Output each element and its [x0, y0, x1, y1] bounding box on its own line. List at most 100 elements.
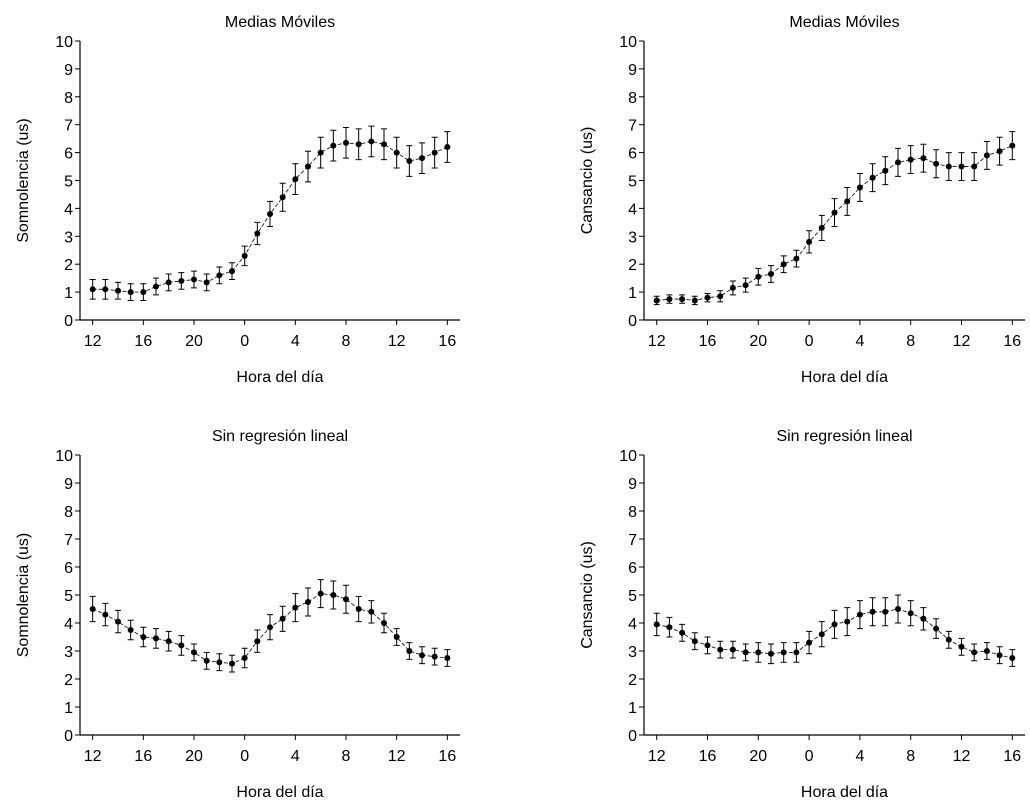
x-tick-label: 20	[749, 748, 767, 765]
y-tick-label: 10	[619, 448, 637, 465]
y-tick-label: 3	[628, 644, 637, 661]
data-point	[958, 643, 965, 650]
y-axis-label: Cansancio (us)	[579, 541, 596, 649]
data-point	[831, 209, 838, 216]
x-tick-label: 16	[1003, 333, 1021, 350]
data-point	[691, 297, 698, 304]
y-tick-label: 7	[64, 118, 73, 135]
y-tick-label: 5	[64, 588, 73, 605]
y-tick-label: 5	[628, 588, 637, 605]
x-tick-label: 20	[185, 333, 203, 350]
data-point	[806, 639, 813, 646]
x-tick-label: 12	[84, 748, 102, 765]
y-tick-label: 10	[55, 34, 73, 51]
data-point	[216, 272, 223, 279]
x-tick-label: 20	[749, 333, 767, 350]
x-tick-label: 8	[906, 748, 915, 765]
data-point	[355, 141, 362, 148]
x-tick-label: 8	[342, 748, 351, 765]
data-point	[89, 286, 96, 293]
data-point	[717, 646, 724, 653]
data-point	[140, 634, 147, 640]
data-point	[856, 184, 863, 191]
data-point	[165, 638, 172, 645]
data-point	[317, 590, 324, 597]
x-tick-label: 16	[438, 333, 456, 350]
x-tick-label: 16	[134, 748, 152, 765]
data-point	[317, 149, 324, 156]
data-point	[381, 620, 387, 626]
data-point	[254, 230, 261, 237]
data-point	[945, 163, 952, 170]
y-tick-label: 1	[628, 285, 637, 302]
data-point	[742, 649, 749, 656]
y-tick-label: 1	[64, 285, 73, 302]
data-point	[996, 652, 1003, 659]
data-point	[203, 279, 210, 286]
data-point	[933, 625, 940, 632]
data-point	[444, 144, 451, 151]
data-point	[267, 624, 273, 631]
x-tick-label: 20	[185, 748, 203, 765]
data-point	[368, 608, 375, 615]
data-point	[983, 648, 990, 654]
data-point	[653, 297, 660, 304]
data-point	[729, 284, 736, 291]
x-tick-label: 16	[438, 748, 456, 765]
x-tick-label: 16	[699, 333, 717, 350]
y-tick-label: 4	[628, 201, 637, 218]
x-tick-label: 12	[84, 333, 102, 350]
data-point	[254, 638, 261, 645]
y-tick-label: 3	[64, 644, 73, 661]
x-tick-label: 12	[648, 333, 666, 350]
data-point	[115, 287, 121, 294]
data-point	[856, 611, 863, 618]
x-tick-label: 16	[1003, 748, 1021, 765]
y-tick-label: 4	[64, 201, 73, 218]
data-point	[933, 160, 940, 167]
data-point	[127, 627, 134, 633]
data-point	[831, 621, 838, 628]
data-point	[431, 653, 438, 660]
data-point	[444, 655, 451, 661]
data-point	[1009, 655, 1016, 661]
y-tick-label: 7	[628, 118, 637, 135]
data-point	[666, 296, 673, 303]
data-point	[305, 599, 311, 605]
x-tick-label: 8	[906, 333, 915, 350]
data-point	[191, 276, 197, 283]
data-point	[983, 152, 990, 159]
y-tick-label: 8	[628, 504, 637, 521]
data-point	[768, 650, 774, 657]
data-point	[343, 596, 349, 603]
data-point	[229, 268, 235, 275]
data-point	[216, 659, 223, 666]
y-tick-label: 1	[628, 700, 637, 717]
data-point	[368, 138, 375, 145]
y-tick-label: 4	[628, 616, 637, 633]
x-axis-label: Hora del día	[801, 784, 888, 801]
data-point	[393, 149, 400, 156]
data-point	[279, 194, 286, 201]
data-point	[679, 629, 686, 636]
data-point	[780, 261, 787, 268]
x-tick-label: 0	[240, 333, 249, 350]
y-tick-label: 9	[628, 62, 637, 79]
y-tick-label: 9	[64, 476, 73, 493]
x-tick-label: 12	[648, 748, 666, 765]
data-point	[419, 155, 425, 162]
data-point	[793, 649, 800, 656]
data-point	[165, 279, 172, 286]
x-tick-label: 8	[342, 333, 351, 350]
data-point	[191, 649, 197, 656]
data-point	[666, 624, 673, 631]
data-point	[393, 634, 400, 640]
data-point	[742, 282, 749, 289]
data-point	[895, 159, 901, 166]
y-tick-label: 8	[64, 90, 73, 107]
data-point	[178, 642, 185, 649]
data-point	[241, 655, 248, 661]
data-point	[806, 238, 813, 245]
y-tick-label: 8	[64, 504, 73, 521]
